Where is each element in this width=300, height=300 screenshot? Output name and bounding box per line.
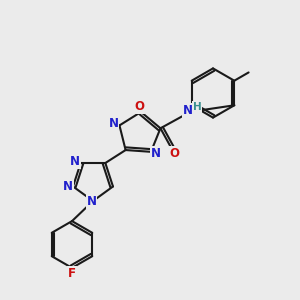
Text: N: N bbox=[86, 195, 97, 208]
Text: F: F bbox=[68, 267, 76, 280]
Text: O: O bbox=[134, 100, 145, 113]
Text: N: N bbox=[109, 117, 118, 130]
Text: N: N bbox=[151, 147, 161, 160]
Text: N: N bbox=[183, 104, 193, 117]
Text: O: O bbox=[169, 147, 179, 160]
Text: N: N bbox=[70, 155, 80, 168]
Text: N: N bbox=[63, 180, 73, 193]
Text: H: H bbox=[193, 102, 201, 112]
